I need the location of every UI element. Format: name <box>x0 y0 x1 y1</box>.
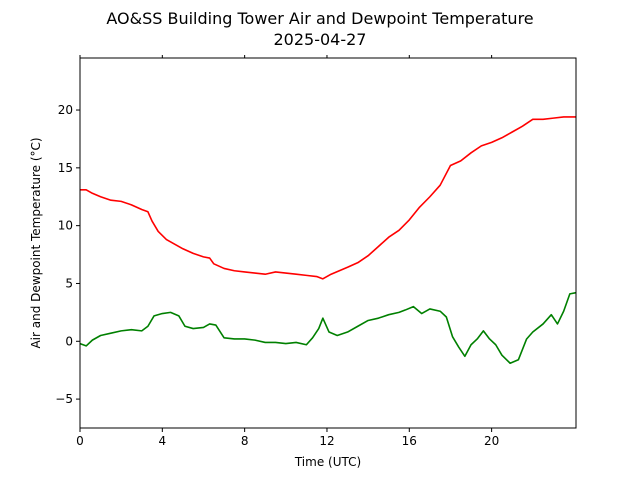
y-tick-label: 20 <box>58 103 73 117</box>
y-axis-label: Air and Dewpoint Temperature (°C) <box>29 137 43 348</box>
y-tick-label: −5 <box>55 392 73 406</box>
x-tick-label: 12 <box>319 434 334 448</box>
y-tick-label: 0 <box>65 334 73 348</box>
chart-title: AO&SS Building Tower Air and Dewpoint Te… <box>106 9 533 28</box>
y-tick-label: 10 <box>58 219 73 233</box>
x-axis-label: Time (UTC) <box>294 455 361 469</box>
x-tick-label: 16 <box>402 434 417 448</box>
y-tick-label: 15 <box>58 161 73 175</box>
x-tick-label: 8 <box>241 434 249 448</box>
x-tick-label: 0 <box>76 434 84 448</box>
x-tick-label: 4 <box>159 434 167 448</box>
axis-ticks: 0 4 8 12 16 20 −5 0 5 10 15 20 <box>55 55 499 448</box>
y-tick-label: 5 <box>65 276 73 290</box>
series-layer <box>79 116 577 365</box>
series-line-1 <box>79 291 577 365</box>
plot-frame <box>79 57 577 429</box>
series-line-0 <box>80 116 576 280</box>
x-tick-label: 20 <box>484 434 499 448</box>
chart-subtitle: 2025-04-27 <box>274 30 367 49</box>
